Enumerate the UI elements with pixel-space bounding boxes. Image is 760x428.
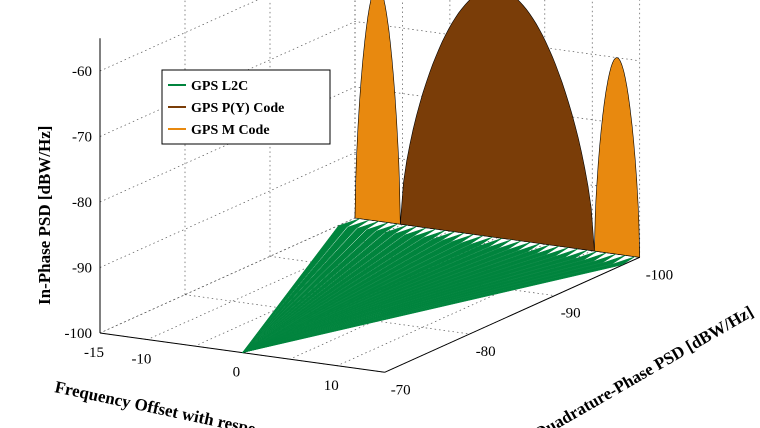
z-tick-label: -80 — [72, 195, 92, 211]
plot-surfaces — [242, 0, 641, 353]
z-tick-label: -100 — [65, 326, 93, 342]
z-tick-label: -60 — [72, 64, 92, 80]
y-tick-label: -90 — [561, 306, 581, 322]
y-tick-label: -70 — [391, 382, 411, 398]
grid-line-z — [99, 152, 640, 268]
x-tick-label: -15 — [84, 345, 104, 361]
x-tick-label: -10 — [131, 352, 151, 368]
z-axis-label: In-Phase PSD [dBW/Hz] — [35, 126, 54, 305]
z-tick-label: -90 — [72, 261, 92, 277]
legend-label-m: GPS M Code — [191, 123, 270, 138]
py-code-lobe — [399, 0, 595, 252]
l2c-spectrum — [242, 218, 636, 353]
z-tick-label: -70 — [72, 130, 92, 146]
legend-label-py: GPS P(Y) Code — [191, 101, 284, 116]
y-tick-label: -100 — [646, 267, 674, 283]
grid-line-q-floor — [184, 294, 470, 335]
m-code-lobe — [594, 57, 641, 258]
legend: GPS L2C GPS P(Y) Code GPS M Code — [161, 69, 331, 145]
legend-label-l2c: GPS L2C — [191, 79, 248, 94]
grid-line-z — [99, 21, 640, 137]
x-tick-label: 10 — [324, 378, 339, 394]
grid-line-f-floor — [147, 224, 403, 340]
grid-line-f-floor — [99, 217, 356, 334]
x-axis-label: Frequency Offset with respe — [53, 377, 258, 428]
legend-box — [161, 69, 331, 145]
m-code-lobe — [354, 0, 401, 225]
y-tick-label: -80 — [476, 344, 496, 360]
y-axis-line — [384, 256, 640, 373]
grid-line-f-floor — [337, 250, 593, 367]
x-tick-label: 0 — [233, 365, 241, 381]
